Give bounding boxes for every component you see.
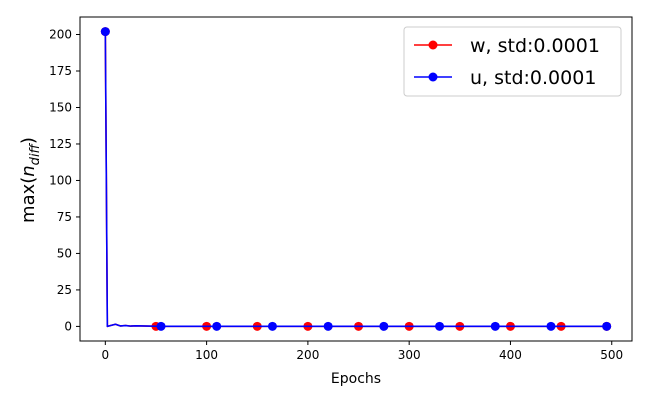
y-tick-label: 100	[49, 173, 72, 187]
data-point-u	[435, 321, 445, 331]
y-tick-label: 75	[57, 210, 72, 224]
y-axis-label-subscript: diff	[28, 142, 43, 165]
x-tick-label: 0	[102, 348, 110, 362]
legend-box	[403, 26, 622, 97]
y-tick-label: 50	[57, 246, 72, 260]
data-point-u	[267, 321, 277, 331]
y-tick-label: 150	[49, 100, 72, 114]
x-tick-label: 400	[499, 348, 522, 362]
x-tick-label: 500	[600, 348, 623, 362]
y-tick-label: 0	[64, 319, 72, 333]
x-tick-label: 100	[195, 348, 218, 362]
series-layer	[100, 27, 612, 331]
data-point-u	[156, 321, 166, 331]
y-tick-label: 125	[49, 137, 72, 151]
data-point-u	[602, 321, 612, 331]
legend-label-w: w, std:0.0001	[470, 35, 600, 57]
y-tick-label: 25	[57, 283, 72, 297]
data-point-u	[212, 321, 222, 331]
y-tick-label: 175	[49, 64, 72, 78]
data-point-u	[100, 27, 110, 37]
y-axis-label-variable: n	[18, 165, 39, 176]
plot-frame	[79, 16, 633, 342]
series-line-u	[104, 31, 607, 328]
data-point-u	[323, 321, 333, 331]
x-tick-label: 300	[398, 348, 421, 362]
data-point-u	[490, 321, 500, 331]
data-point-u	[546, 321, 556, 331]
y-axis-label-prefix: max(	[18, 177, 39, 223]
legend-marker-w	[428, 40, 438, 50]
y-axis-label: max(ndiff)	[18, 137, 43, 223]
x-tick-label: 200	[296, 348, 319, 362]
y-axis-label-suffix: )	[18, 137, 39, 144]
y-axis: 0 25 50 75 100 125 150 175 200	[49, 28, 80, 333]
y-tick-label: 200	[49, 28, 72, 42]
legend-marker-u	[428, 72, 438, 82]
x-axis: 0 100 200 300 400 500	[102, 341, 623, 362]
data-point-u	[379, 321, 389, 331]
legend-label-u: u, std:0.0001	[470, 67, 596, 89]
x-axis-label: Epochs	[331, 371, 381, 387]
legend: w, std:0.0001 u, std:0.0001	[403, 26, 622, 97]
